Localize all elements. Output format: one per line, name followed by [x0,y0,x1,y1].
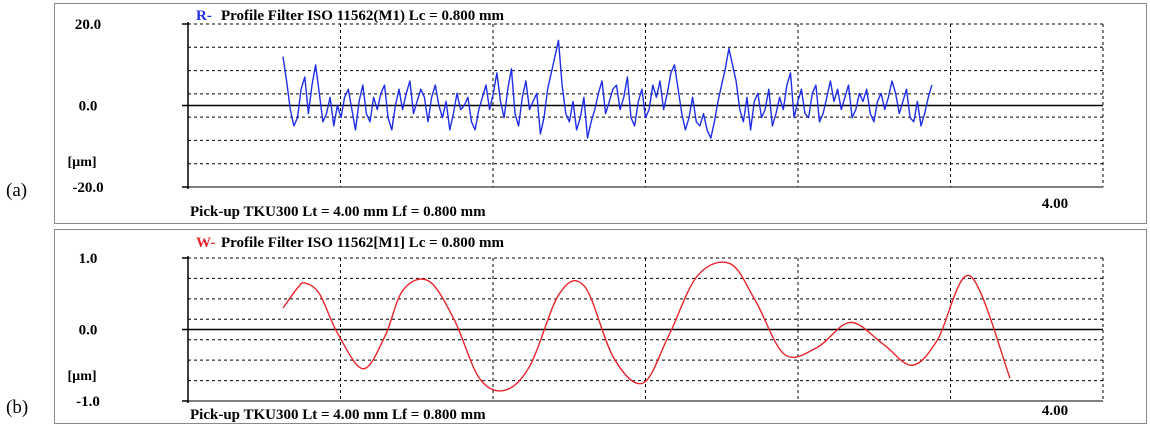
chart-title: Profile Filter ISO 11562[M1] Lc = 0.800 … [221,235,504,251]
y-axis-label: [µm] [67,155,96,170]
y-tick-label: 0.0 [79,323,98,339]
x-end-label: 4.00 [1042,403,1068,419]
y-axis-label: [µm] [67,369,96,384]
y-tick-label: 0.0 [79,99,98,115]
chart-title: Profile Filter ISO 11562(M1) Lc = 0.800 … [221,8,504,24]
chart-title-prefix: W- [196,235,215,251]
y-tick-label: -20.0 [72,180,103,196]
series-line [282,39,933,139]
series-line [282,261,1011,392]
chart-title-prefix: R- [196,8,212,24]
y-tick-label: -1.0 [76,394,100,410]
panel-label-b: (b) [6,397,29,418]
panel-label-a: (a) [6,180,28,201]
y-tick-label: 1.0 [79,251,98,267]
chart-footer: Pick-up TKU300 Lt = 4.00 mm Lf = 0.800 m… [190,204,486,220]
y-tick-label: 20.0 [75,17,101,33]
chart-footer: Pick-up TKU300 Lt = 4.00 mm Lf = 0.800 m… [190,407,486,423]
x-end-label: 4.00 [1042,196,1068,212]
